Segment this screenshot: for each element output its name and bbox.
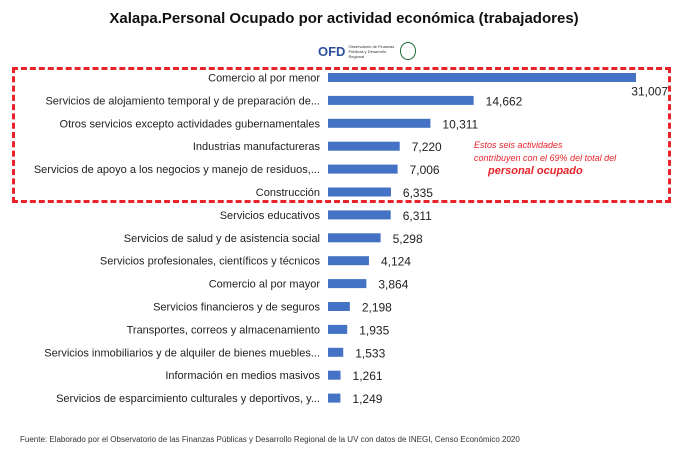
logo-text: Observatorio de Finanzas Públicas y Desa… <box>348 43 395 59</box>
category-label: Comercio al por mayor <box>209 279 321 291</box>
annotation-line-3: personal ocupado <box>488 165 583 177</box>
bar <box>328 210 391 220</box>
category-label: Otros servicios excepto actividades gube… <box>60 118 321 130</box>
bar <box>328 256 369 266</box>
data-label: 31,007 <box>631 85 668 99</box>
category-label: Servicios inmobiliarios y de alquiler de… <box>44 347 320 359</box>
logo-mark: OFD <box>318 43 346 59</box>
data-label: 14,662 <box>486 94 523 108</box>
category-label: Servicios de esparcimiento culturales y … <box>56 393 320 405</box>
bar <box>328 302 350 311</box>
data-label: 6,335 <box>403 186 433 200</box>
category-label: Servicios financieros y de seguros <box>153 302 320 314</box>
category-label: Servicios profesionales, científicos y t… <box>100 256 321 268</box>
bar <box>328 347 344 357</box>
category-label: Transportes, correos y almacenamiento <box>127 324 320 336</box>
bar <box>328 187 391 197</box>
category-label: Servicios de salud y de asistencia socia… <box>124 233 320 245</box>
bar <box>328 164 398 174</box>
category-label: Información en medios masivos <box>165 370 320 382</box>
data-label: 7,006 <box>410 163 440 177</box>
category-label: Comercio al por menor <box>208 73 320 85</box>
data-label: 1,249 <box>352 392 382 406</box>
source-note: Fuente: Elaborado por el Observatorio de… <box>20 435 520 444</box>
bar <box>328 141 400 151</box>
category-label: Servicios de apoyo a los negocios y mane… <box>34 164 320 176</box>
bar <box>328 95 474 105</box>
category-label: Industrias manufactureras <box>193 141 321 153</box>
data-label: 1,935 <box>359 323 389 337</box>
data-label: 10,311 <box>442 117 478 131</box>
category-label: Servicios de alojamiento temporal y de p… <box>45 95 320 107</box>
bar <box>328 279 367 289</box>
bar <box>328 370 341 380</box>
uv-seal-icon <box>399 42 416 60</box>
category-label: Servicios educativos <box>220 210 321 222</box>
annotation: Estos seis actividades contribuyen con e… <box>474 139 674 178</box>
highlight-box <box>12 67 671 203</box>
bar <box>328 393 341 403</box>
data-label: 2,198 <box>362 301 392 315</box>
bar <box>328 233 381 243</box>
ofd-logo: OFD Observatorio de Finanzas Públicas y … <box>318 36 416 66</box>
chart-title: Xalapa.Personal Ocupado por actividad ec… <box>109 10 579 27</box>
bar <box>328 118 431 128</box>
data-label: 3,864 <box>378 278 408 292</box>
data-label: 5,298 <box>393 232 423 246</box>
data-label: 4,124 <box>381 255 411 269</box>
data-label: 7,220 <box>412 140 442 154</box>
data-label: 1,261 <box>353 369 383 383</box>
bar <box>328 324 348 334</box>
annotation-line-1: Estos seis actividades <box>474 140 563 150</box>
data-label: 1,533 <box>355 346 385 360</box>
annotation-line-2: contribuyen con el 69% del total del <box>474 153 617 163</box>
bar <box>328 73 636 82</box>
data-label: 6,311 <box>403 209 432 223</box>
category-label: Construcción <box>256 187 320 199</box>
